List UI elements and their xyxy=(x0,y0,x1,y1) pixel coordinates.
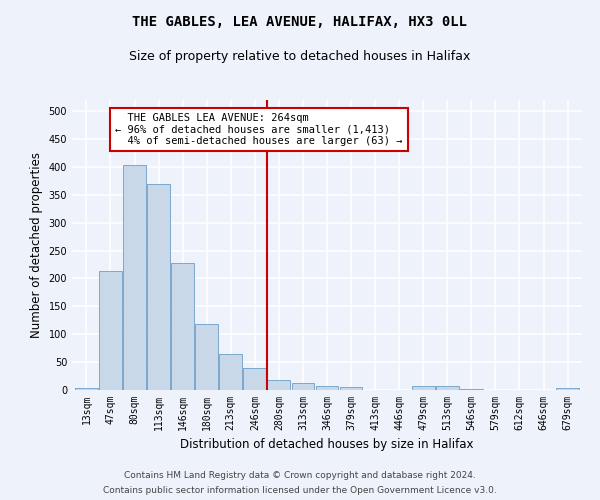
Bar xyxy=(171,263,194,390)
Bar xyxy=(195,324,218,390)
Bar xyxy=(75,388,98,390)
Bar xyxy=(268,380,290,390)
Text: Size of property relative to detached houses in Halifax: Size of property relative to detached ho… xyxy=(130,50,470,63)
Y-axis label: Number of detached properties: Number of detached properties xyxy=(30,152,43,338)
Text: THE GABLES, LEA AVENUE, HALIFAX, HX3 0LL: THE GABLES, LEA AVENUE, HALIFAX, HX3 0LL xyxy=(133,15,467,29)
Bar xyxy=(123,165,146,390)
Bar xyxy=(340,387,362,390)
Bar xyxy=(147,184,170,390)
Bar xyxy=(556,388,579,390)
Bar xyxy=(99,270,122,390)
Bar xyxy=(220,354,242,390)
X-axis label: Distribution of detached houses by size in Halifax: Distribution of detached houses by size … xyxy=(180,438,474,452)
Bar xyxy=(316,386,338,390)
Bar xyxy=(460,389,483,390)
Bar xyxy=(292,383,314,390)
Text: Contains HM Land Registry data © Crown copyright and database right 2024.: Contains HM Land Registry data © Crown c… xyxy=(124,471,476,480)
Bar xyxy=(244,368,266,390)
Bar xyxy=(412,386,434,390)
Bar xyxy=(436,386,459,390)
Text: THE GABLES LEA AVENUE: 264sqm  
← 96% of detached houses are smaller (1,413)
  4: THE GABLES LEA AVENUE: 264sqm ← 96% of d… xyxy=(115,113,403,146)
Text: Contains public sector information licensed under the Open Government Licence v3: Contains public sector information licen… xyxy=(103,486,497,495)
